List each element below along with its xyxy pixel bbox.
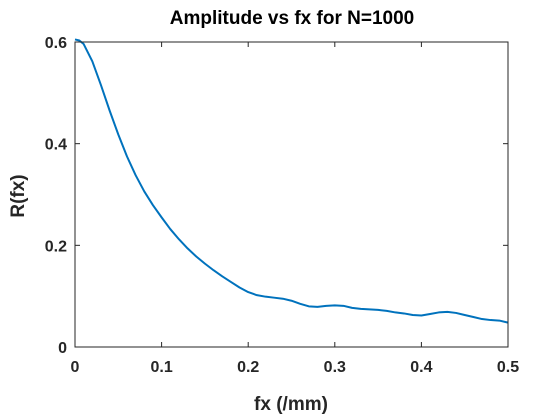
x-tick-label: 0.2: [237, 359, 259, 376]
x-axis: 0 0.1 0.2 0.3 0.4 0.5: [71, 42, 520, 376]
x-tick-label: 0.1: [150, 359, 172, 376]
y-tick-label: 0.4: [45, 137, 67, 154]
y-axis-label: R(fx): [8, 174, 29, 217]
y-axis: 0 0.2 0.4 0.6: [45, 35, 508, 357]
x-tick-label: 0.3: [324, 359, 346, 376]
plot-series: [75, 39, 508, 322]
y-tick-label: 0: [58, 340, 67, 357]
x-tick-label: 0: [71, 359, 80, 376]
y-tick-label: 0.6: [45, 35, 67, 52]
y-tick-label: 0.2: [45, 238, 67, 255]
x-axis-label: fx (/mm): [254, 394, 328, 415]
x-tick-label: 0.4: [410, 359, 432, 376]
chart-title: Amplitude vs fx for N=1000: [170, 8, 414, 29]
x-tick-label: 0.5: [497, 359, 519, 376]
series-line: [75, 39, 508, 322]
